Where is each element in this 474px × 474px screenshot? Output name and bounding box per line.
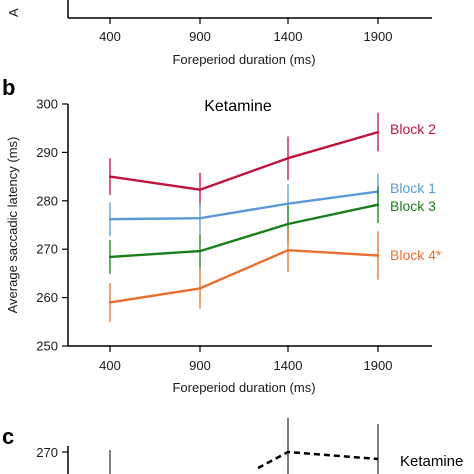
panel-b-x-tick-label: 900 [189,358,211,373]
line-block-1 [109,190,379,221]
point-block-4 [198,287,202,290]
panel-a-xlabel: Foreperiod duration (ms) [172,52,315,67]
panel-b-x-tick-label: 1400 [274,358,303,373]
panel-b-x-ticks: 400 900 1400 1900 [99,346,392,373]
panel-c-letter: c [2,424,14,449]
point-block-2 [108,175,112,178]
panel-a-ylabel-fragment: A [6,8,21,17]
panel-a-x-tick-label: 1400 [274,29,303,44]
panel-c-legend-ketamine: Ketamine [400,453,463,470]
panel-b-x-tick-label: 1900 [364,358,393,373]
point-block-2 [376,130,380,134]
line-block-4 [109,248,379,304]
panel-b-y-tick-label: 260 [36,290,58,305]
panel-b-y-tick-label: 300 [36,97,58,112]
point-block-3 [108,255,112,259]
panel-b-y-tick-label: 250 [36,339,58,354]
panel-b-xlabel: Foreperiod duration (ms) [172,380,315,395]
panel-a-x-tick-label: 1900 [364,29,393,44]
panel-b-letter: b [2,75,15,100]
panel-b-y-ticks: 250 260 270 280 290 300 [36,97,68,354]
point-block-4 [376,254,380,257]
point-block-1 [198,217,202,220]
panel-a-x-tick-label: 900 [189,29,211,44]
series-block-3 [108,186,380,274]
line-block-3 [109,203,379,259]
point-block-3 [198,249,202,253]
series-block-4 [108,228,380,322]
panel-b-x-tick-label: 400 [99,358,121,373]
point-block-4 [286,248,290,252]
panel-b-series [108,112,380,322]
panel-c-series-ketamine-line [257,450,379,470]
panel-a-x-tick-label: 400 [99,29,121,44]
legend-block-3: Block 3 [390,198,436,214]
panel-b-y-tick-label: 290 [36,145,58,160]
panel-c-y-tick-label: 270 [36,445,58,460]
point-block-1 [286,202,290,205]
panel-b-y-tick-label: 270 [36,242,58,257]
line-block-2 [109,130,379,191]
panel-b-legend: Block 2 Block 1 Block 3 Block 4* [390,121,442,263]
panel-b-ylabel: Average saccadic latency (ms) [5,137,20,314]
legend-block-2: Block 2 [390,121,436,137]
panel-b-y-tick-label: 280 [36,193,58,208]
panel-c-chart: 270 Ketamine [36,418,463,474]
panel-b-chart: Ketamine Average saccadic latency (ms) F… [5,97,442,396]
panel-a-partial: A 400 900 1400 1900 Foreperiod duration … [6,0,432,67]
point-block-4 [108,301,112,304]
panel-b-title: Ketamine [204,98,272,115]
point-block-2 [198,188,202,191]
legend-block-1: Block 1 [390,180,436,196]
legend-block-4: Block 4* [390,247,442,263]
point-block-3 [376,203,380,206]
point-block-1 [108,217,112,221]
point-block-3 [286,222,290,226]
panel-a-x-ticks: 400 900 1400 1900 [99,18,392,44]
series-block-2 [108,112,380,207]
point-block-2 [286,157,290,160]
